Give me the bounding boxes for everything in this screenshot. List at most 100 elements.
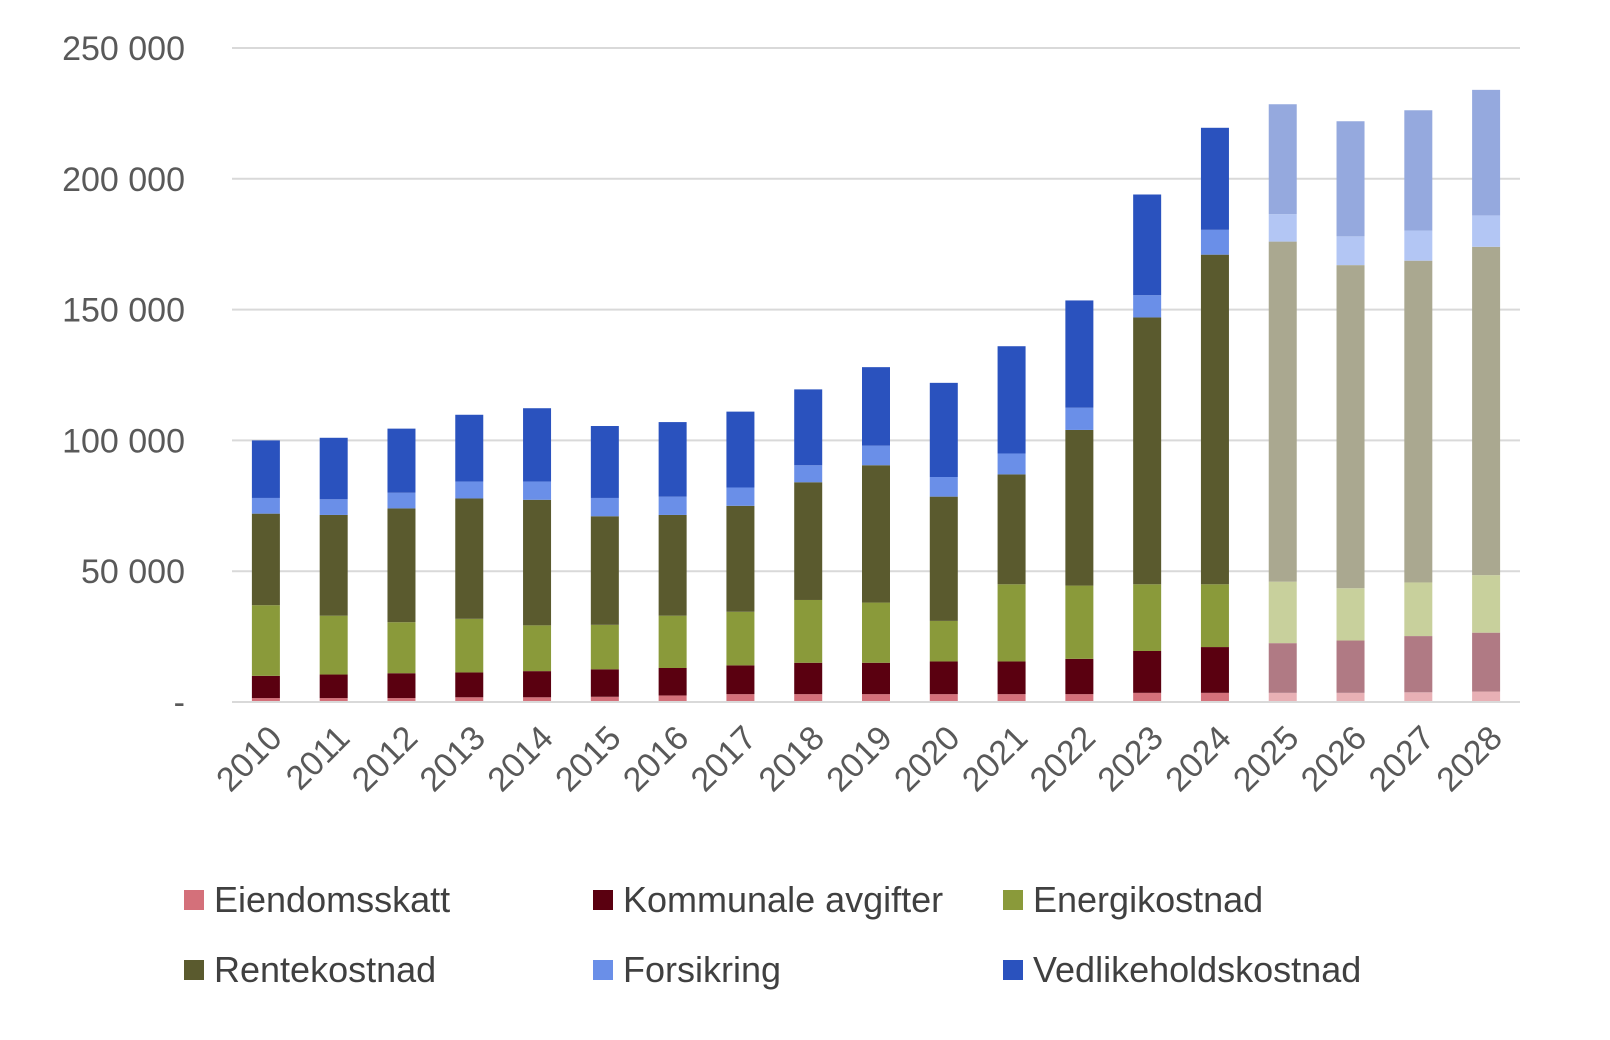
- bar-layer: [251, 89, 1501, 702]
- bar-segment: [1336, 588, 1365, 641]
- bar-segment: [1336, 121, 1365, 237]
- y-tick-label: 250 000: [62, 30, 185, 68]
- legend-item: Energikostnad: [1003, 879, 1263, 920]
- bar-segment: [726, 665, 755, 695]
- legend-swatch: [184, 960, 204, 980]
- bar-segment: [1472, 632, 1501, 692]
- bar-segment: [1404, 110, 1433, 231]
- x-tick-label: 2024: [1158, 719, 1238, 799]
- legend-label: Kommunale avgifter: [623, 879, 944, 920]
- x-tick-label: 2026: [1294, 719, 1374, 799]
- bar-segment: [929, 620, 958, 662]
- bar-segment: [251, 605, 280, 676]
- legend-swatch: [593, 960, 613, 980]
- bar-segment: [1133, 692, 1162, 702]
- bar-segment: [929, 477, 958, 497]
- bar-segment: [319, 674, 348, 699]
- bar-segment: [726, 411, 755, 488]
- x-tick-label: 2018: [752, 719, 832, 799]
- bar-segment: [658, 615, 687, 668]
- bar-segment: [862, 367, 890, 446]
- bar-segment: [1268, 214, 1297, 242]
- x-tick-label: 2023: [1090, 719, 1170, 799]
- bar-segment: [590, 624, 619, 670]
- bar-segment: [1404, 692, 1433, 702]
- bar-segment: [1404, 582, 1433, 637]
- bar-segment: [251, 513, 280, 606]
- bar-segment: [1472, 215, 1501, 247]
- bar-segment: [455, 697, 484, 702]
- x-tick-label: 2027: [1362, 719, 1442, 799]
- bar-segment: [997, 584, 1026, 662]
- bar-segment: [319, 499, 348, 515]
- bar-segment: [1065, 585, 1094, 659]
- bar-segment: [387, 673, 416, 699]
- bar-segment: [1336, 236, 1365, 266]
- bar-segment: [523, 408, 552, 482]
- bar-segment: [726, 487, 755, 506]
- legend-item: Forsikring: [593, 949, 782, 990]
- bar-segment: [1404, 260, 1433, 583]
- y-tick-label: 100 000: [62, 422, 185, 460]
- bar-segment: [726, 505, 755, 612]
- bar-segment: [590, 497, 619, 517]
- bar-segment: [1065, 658, 1094, 695]
- bar-segment: [319, 514, 348, 616]
- bar-segment: [929, 496, 958, 621]
- x-tick-label: 2021: [955, 719, 1035, 799]
- bar-segment: [1404, 636, 1433, 693]
- bar-segment: [1200, 692, 1229, 702]
- y-tick-label: 200 000: [62, 161, 185, 199]
- bar-segment: [1268, 643, 1297, 693]
- bar-segment: [862, 694, 890, 702]
- bar-segment: [1133, 650, 1162, 693]
- bar-segment: [1268, 692, 1297, 702]
- bar-segment: [997, 346, 1026, 454]
- bar-segment: [658, 422, 687, 497]
- bar-segment: [1472, 246, 1501, 576]
- bar-segment: [590, 426, 619, 498]
- x-tick-label: 2016: [616, 719, 696, 799]
- bar-segment: [997, 661, 1026, 695]
- bar-segment: [929, 661, 958, 695]
- bar-segment: [862, 602, 890, 663]
- bar-segment: [1200, 127, 1229, 230]
- bar-segment: [794, 465, 823, 483]
- bar-segment: [387, 428, 416, 493]
- bar-segment: [1472, 89, 1501, 216]
- legend-swatch: [1003, 890, 1023, 910]
- bar-segment: [794, 599, 823, 663]
- bar-segment: [1268, 581, 1297, 644]
- bar-segment: [590, 696, 619, 702]
- bar-segment: [455, 481, 484, 499]
- bar-segment: [997, 694, 1026, 702]
- bar-segment: [1133, 194, 1162, 296]
- bar-segment: [1065, 429, 1094, 586]
- x-tick-label: 2025: [1226, 719, 1306, 799]
- legend-label: Vedlikeholdskostnad: [1033, 949, 1362, 990]
- bar-segment: [1268, 241, 1297, 582]
- bar-segment: [455, 498, 484, 619]
- bar-segment: [658, 667, 687, 696]
- x-tick-label: 2014: [480, 719, 560, 799]
- bar-segment: [1336, 265, 1365, 589]
- legend-label: Forsikring: [623, 949, 782, 990]
- x-tick-label: 2010: [209, 719, 289, 799]
- bar-segment: [455, 414, 484, 482]
- legend-label: Eiendomsskatt: [214, 879, 451, 920]
- legend-item: Eiendomsskatt: [184, 879, 451, 920]
- bar-segment: [590, 669, 619, 697]
- bar-segment: [523, 481, 552, 500]
- bar-segment: [1268, 104, 1297, 215]
- x-tick-label: 2011: [279, 719, 358, 798]
- bar-segment: [1065, 407, 1094, 430]
- legend-item: Rentekostnad: [184, 949, 436, 990]
- x-tick-label: 2015: [548, 719, 628, 799]
- legend-item: Kommunale avgifter: [593, 879, 944, 920]
- bar-segment: [1200, 229, 1229, 255]
- bar-segment: [1200, 254, 1229, 585]
- legend-swatch: [184, 890, 204, 910]
- x-tick-label: 2020: [887, 719, 967, 799]
